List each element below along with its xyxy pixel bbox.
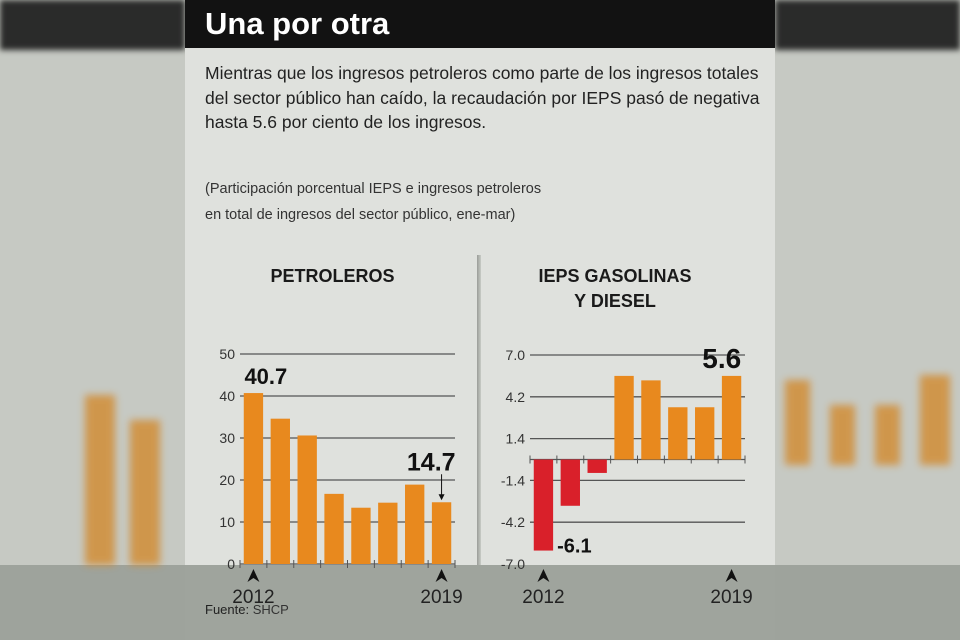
y-tick-label: -4.2	[501, 514, 525, 530]
source-note: Fuente: SHCP	[205, 602, 289, 617]
data-label-first: -6.1	[557, 536, 591, 558]
data-label-first: 40.7	[244, 364, 287, 389]
chart-title-petroleros: PETROLEROS	[270, 266, 395, 286]
subtitle-line: en total de ingresos del sector público,…	[205, 207, 516, 223]
year-marker-icon	[725, 569, 738, 582]
y-tick-label: -7.0	[501, 556, 525, 572]
x-tick-label: 2019	[420, 587, 462, 608]
charts-svg: 0 10 20 30 40 50 2012 2019 40.7 14.7 -7.0 -4.2 -1.4 1…	[219, 343, 752, 608]
y-tick-label: 20	[219, 472, 235, 488]
bar-2015	[614, 375, 634, 460]
chart-title-ieps: IEPS GASOLINAS Y DIESEL	[505, 264, 725, 314]
bar-2013	[270, 418, 290, 564]
data-label-last: 5.6	[702, 343, 741, 374]
bar-2019	[431, 502, 452, 564]
bar-2014	[587, 459, 607, 473]
bar-2016	[351, 507, 371, 564]
subtitle-line: (Participación porcentual IEPS e ingreso…	[205, 181, 542, 197]
y-tick-label: 10	[219, 514, 235, 530]
bar-2017	[378, 502, 398, 564]
subtitle: (Participación porcentual IEPS e ingreso…	[205, 176, 765, 228]
bar-2017	[668, 407, 688, 460]
chart-title-line: IEPS GASOLINAS	[538, 266, 692, 286]
data-label-last: 14.7	[407, 448, 456, 476]
arrowhead-icon	[438, 494, 445, 501]
blurred-background-left	[0, 0, 185, 640]
y-tick-label: 1.4	[506, 431, 526, 447]
year-marker-icon	[435, 569, 448, 582]
year-marker-icon	[247, 569, 260, 582]
source-label: Fuente:	[205, 602, 250, 617]
bottom-band	[185, 565, 775, 640]
bar-2016	[641, 380, 661, 460]
y-tick-label: 50	[219, 346, 235, 362]
y-tick-label: 30	[219, 430, 235, 446]
bar-2013	[560, 459, 580, 506]
title-bar: Una por otra	[185, 0, 775, 48]
bar-2015	[324, 493, 344, 564]
bar-2018	[695, 407, 715, 460]
bar-2014	[297, 435, 317, 564]
x-tick-label: 2012	[522, 587, 564, 608]
chart-title-line: Y DIESEL	[574, 291, 656, 311]
bar-2012	[533, 459, 554, 551]
chart-divider	[477, 255, 481, 565]
y-tick-label: 4.2	[506, 389, 526, 405]
y-tick-label: -1.4	[501, 472, 525, 488]
x-tick-label: 2012	[232, 587, 274, 608]
bar-2012	[243, 393, 264, 564]
year-marker-icon	[537, 569, 550, 582]
x-tick-label: 2019	[710, 587, 752, 608]
bar-2019	[721, 375, 742, 460]
infographic: Una por otra Mientras que los ingresos p…	[185, 0, 775, 640]
blurred-background-right	[775, 0, 960, 640]
y-tick-label: 40	[219, 388, 235, 404]
infographic-title: Una por otra	[205, 6, 390, 41]
source-value: SHCP	[252, 602, 289, 617]
lead-text: Mientras que los ingresos petroleros com…	[205, 63, 760, 132]
bar-2018	[405, 484, 425, 564]
y-tick-label: 7.0	[506, 347, 526, 363]
y-tick-label: 0	[227, 556, 235, 572]
